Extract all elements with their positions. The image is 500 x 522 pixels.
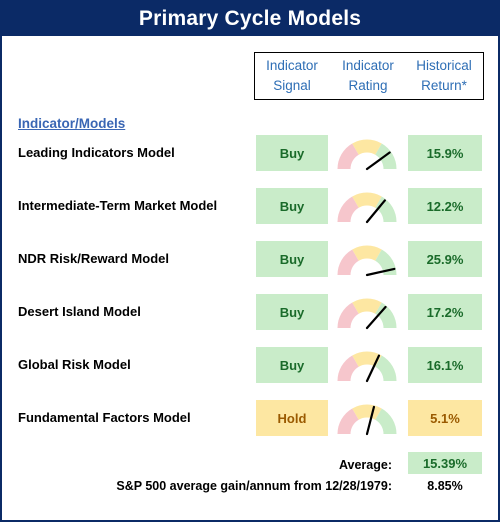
gauge-green-segment	[374, 196, 397, 223]
average-value: 15.39%	[408, 452, 482, 474]
header-line: Return*	[421, 78, 467, 93]
model-name: NDR Risk/Reward Model	[18, 251, 169, 266]
historical-return-value: 16.1%	[408, 347, 482, 383]
signal-badge: Buy	[256, 241, 328, 277]
signal-badge: Buy	[256, 347, 328, 383]
gauge-yellow-segment	[352, 139, 382, 155]
gauge-needle	[365, 199, 386, 224]
header-line: Signal	[273, 78, 311, 93]
historical-return-value: 5.1%	[408, 400, 482, 436]
header-line: Indicator	[342, 58, 394, 73]
column-header-box	[254, 52, 484, 100]
model-name: Leading Indicators Model	[18, 145, 175, 160]
gauge-red-segment	[337, 196, 360, 223]
gauge-needle	[365, 267, 396, 277]
model-row: Desert Island Model Buy 17.2%	[0, 292, 500, 332]
header-line: Historical	[416, 58, 472, 73]
model-row: Global Risk Model Buy 16.1%	[0, 345, 500, 385]
header-line: Rating	[348, 78, 388, 93]
header-historical-return: Historical Return*	[406, 56, 482, 96]
average-label: Average:	[338, 458, 392, 472]
model-name: Desert Island Model	[18, 304, 141, 319]
gauge-green-segment	[374, 302, 397, 329]
gauge-yellow-segment	[352, 351, 382, 367]
rating-gauge-icon	[337, 139, 397, 171]
gauge-needle	[365, 354, 381, 383]
gauge-red-segment	[337, 355, 360, 382]
header-indicator-signal: Indicator Signal	[254, 56, 330, 96]
gauge-green-segment	[374, 143, 397, 170]
gauge-needle	[365, 405, 376, 436]
header-indicator-rating: Indicator Rating	[330, 56, 406, 96]
model-row: NDR Risk/Reward Model Buy 25.9%	[0, 239, 500, 279]
rating-gauge-icon	[337, 245, 397, 277]
gauge-needle	[365, 305, 387, 330]
sp500-value: 8.85%	[427, 479, 463, 493]
gauge-red-segment	[337, 143, 360, 170]
signal-badge: Buy	[256, 135, 328, 171]
section-label: Indicator/Models	[18, 116, 126, 131]
header-line: Indicator	[266, 58, 318, 73]
gauge-yellow-segment	[352, 245, 382, 261]
historical-return-value: 15.9%	[408, 135, 482, 171]
gauge-red-segment	[337, 249, 360, 276]
gauge-yellow-segment	[352, 298, 382, 314]
gauge-red-segment	[337, 408, 360, 435]
rating-gauge-icon	[337, 298, 397, 330]
rating-gauge-icon	[337, 351, 397, 383]
signal-badge: Buy	[256, 294, 328, 330]
gauge-yellow-segment	[352, 192, 382, 208]
model-name: Intermediate-Term Market Model	[18, 198, 218, 213]
model-row: Leading Indicators Model Buy 15.9%	[0, 133, 500, 173]
gauge-needle	[365, 151, 391, 171]
model-name: Fundamental Factors Model	[18, 410, 191, 425]
model-name: Global Risk Model	[18, 357, 131, 372]
historical-return-value: 12.2%	[408, 188, 482, 224]
gauge-green-segment	[374, 408, 397, 435]
page-title: Primary Cycle Models	[2, 2, 498, 36]
gauge-green-segment	[374, 249, 397, 276]
model-row: Fundamental Factors Model Hold 5.1%	[0, 398, 500, 438]
rating-gauge-icon	[337, 404, 397, 436]
model-row: Intermediate-Term Market Model Buy 12.2%	[0, 186, 500, 226]
historical-return-value: 17.2%	[408, 294, 482, 330]
signal-badge: Hold	[256, 400, 328, 436]
gauge-yellow-segment	[352, 404, 382, 420]
sp500-label: S&P 500 average gain/annum from 12/28/19…	[116, 479, 392, 493]
historical-return-value: 25.9%	[408, 241, 482, 277]
gauge-red-segment	[337, 302, 360, 329]
gauge-green-segment	[374, 355, 397, 382]
signal-badge: Buy	[256, 188, 328, 224]
rating-gauge-icon	[337, 192, 397, 224]
